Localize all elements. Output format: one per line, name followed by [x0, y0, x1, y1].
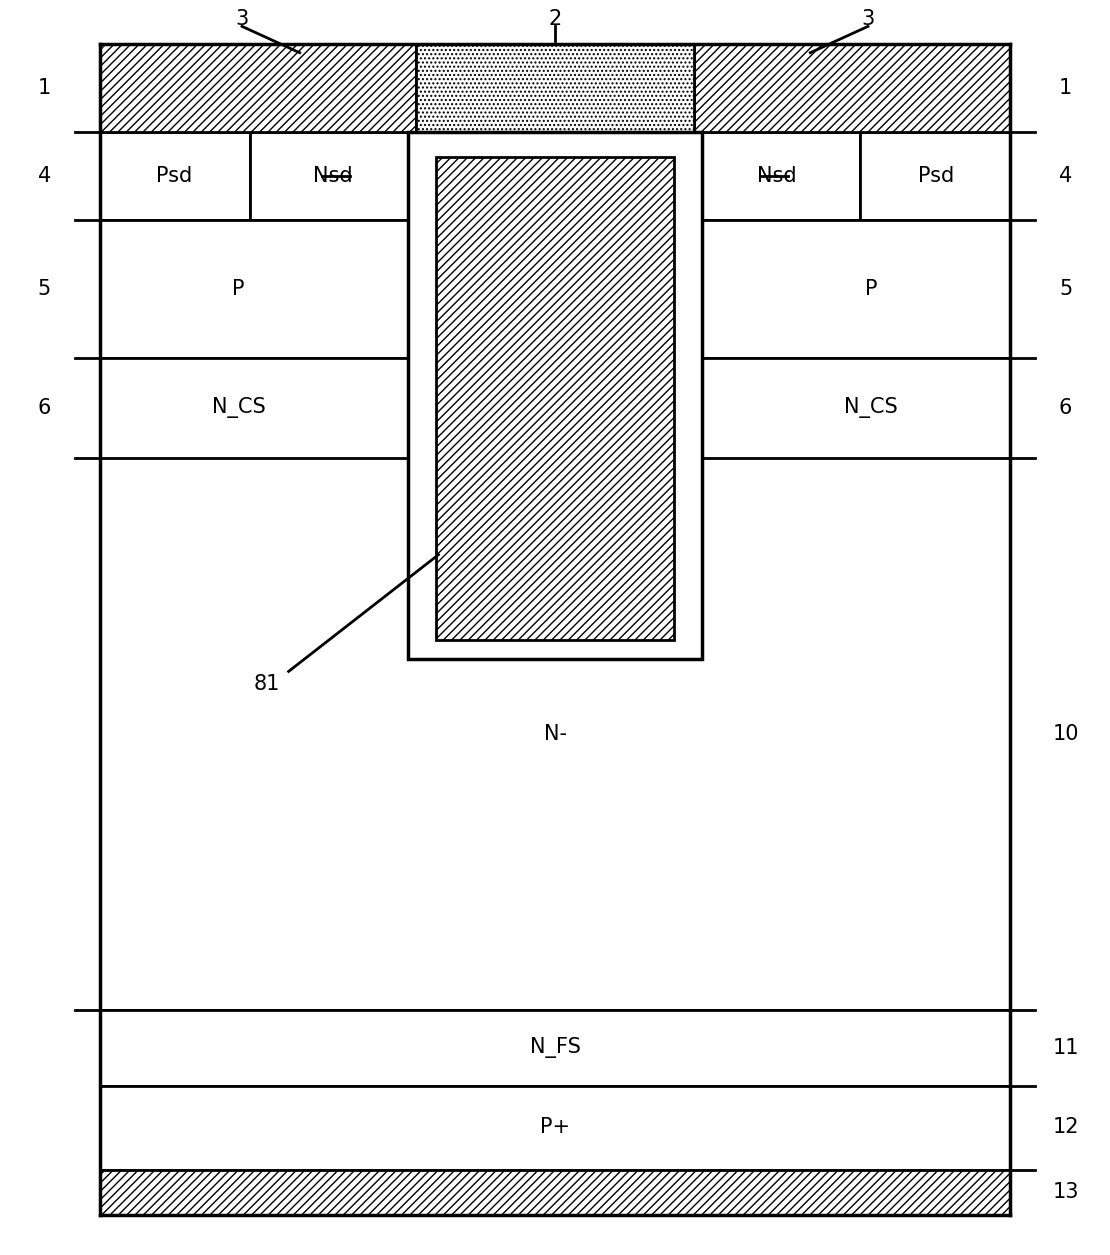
Bar	[436, 157, 674, 640]
Text: 6: 6	[38, 398, 51, 418]
Text: 81: 81	[253, 674, 280, 694]
Text: 12: 12	[1052, 1117, 1079, 1137]
Bar	[100, 1086, 1010, 1170]
Text: N-: N-	[544, 724, 566, 744]
Text: 3: 3	[235, 9, 249, 29]
Bar	[100, 132, 1010, 1010]
Text: Psd: Psd	[918, 166, 953, 186]
Text: Nsd: Nsd	[313, 166, 353, 186]
Text: 6: 6	[1059, 398, 1072, 418]
Text: N_CS: N_CS	[212, 398, 265, 418]
Bar	[702, 220, 1010, 358]
Text: 5: 5	[1059, 279, 1072, 299]
Bar	[100, 358, 408, 458]
Text: 5: 5	[38, 279, 51, 299]
Text: 3: 3	[861, 9, 875, 29]
Bar	[100, 132, 250, 220]
Text: N_FS: N_FS	[529, 1038, 581, 1058]
Bar	[416, 44, 694, 132]
Bar	[100, 44, 1010, 1215]
Text: 2: 2	[548, 9, 562, 29]
Text: Psd: Psd	[157, 166, 192, 186]
Bar	[100, 1170, 1010, 1215]
Bar	[702, 358, 1010, 458]
Bar	[250, 132, 416, 220]
Text: 10: 10	[1052, 724, 1079, 744]
Text: 4: 4	[1059, 166, 1072, 186]
Bar	[100, 44, 416, 132]
Bar	[694, 132, 860, 220]
Bar	[100, 1010, 1010, 1086]
Text: N_CS: N_CS	[845, 398, 898, 418]
Text: P: P	[232, 279, 245, 299]
Text: 1: 1	[1059, 78, 1072, 98]
Text: 1: 1	[38, 78, 51, 98]
Text: Nsd: Nsd	[757, 166, 797, 186]
Text: 4: 4	[38, 166, 51, 186]
Bar	[100, 220, 408, 358]
Bar	[694, 44, 1010, 132]
Text: P: P	[865, 279, 878, 299]
Bar	[408, 132, 702, 659]
Text: 13: 13	[1052, 1182, 1079, 1202]
Text: P+: P+	[539, 1117, 571, 1137]
Bar	[860, 132, 1010, 220]
Text: 11: 11	[1052, 1038, 1079, 1058]
